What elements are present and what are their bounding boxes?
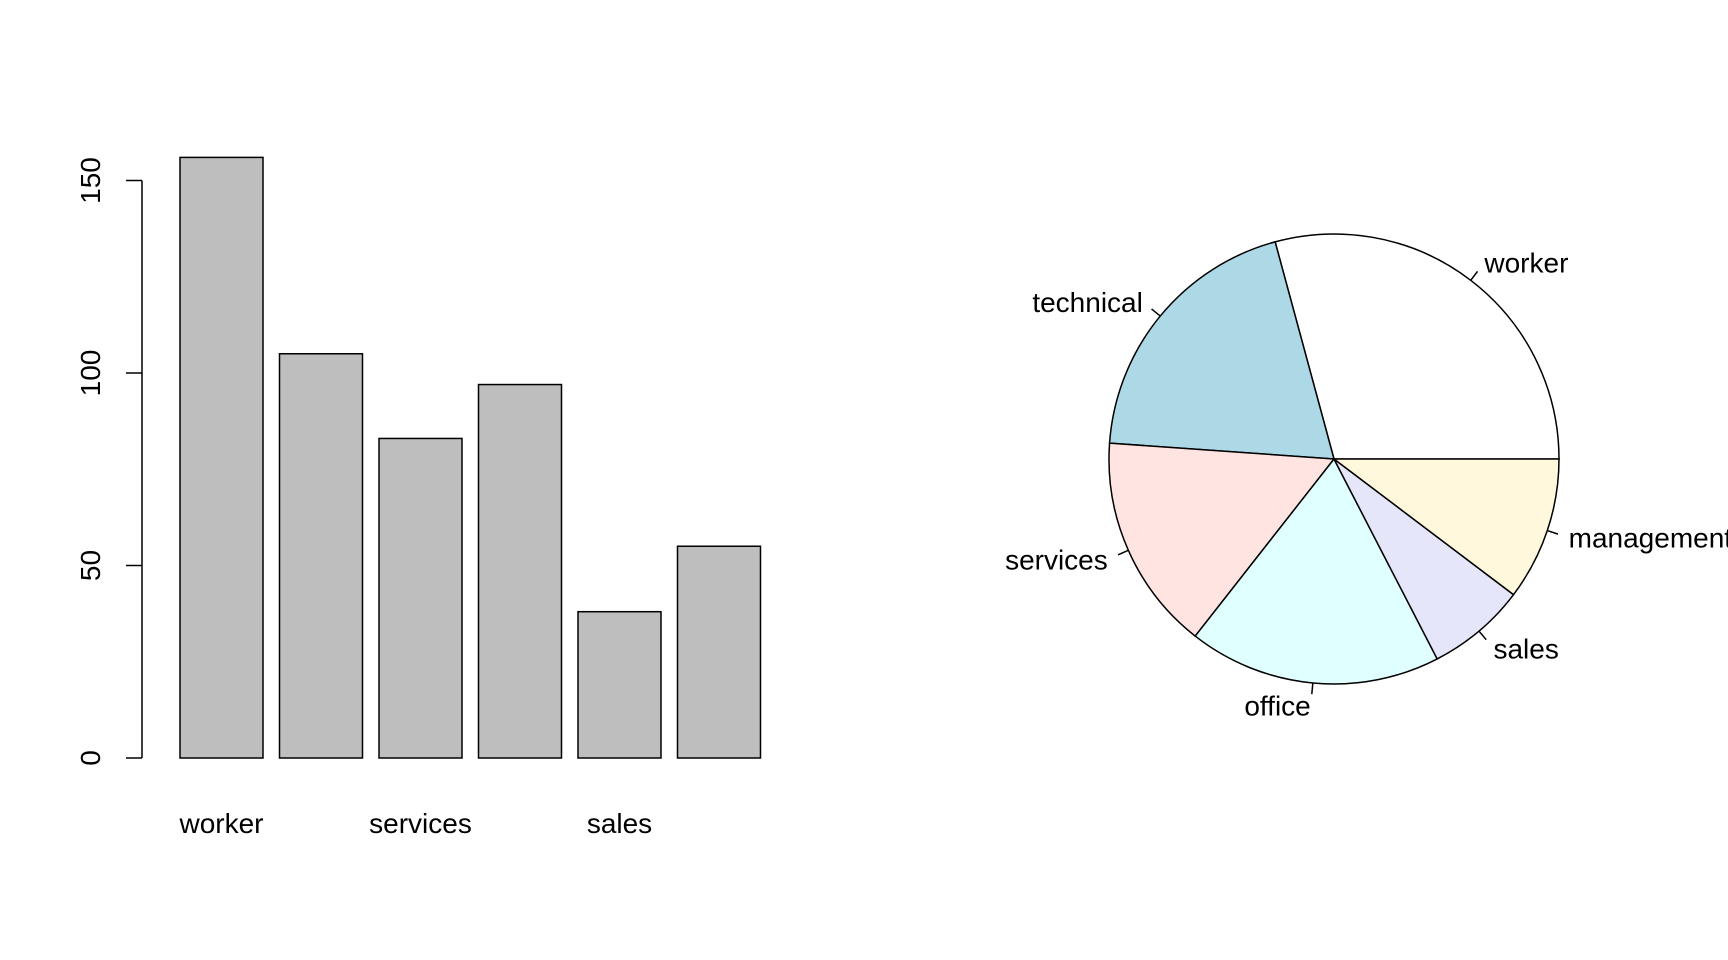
bar-sales	[577, 610, 662, 759]
pie-label-technical: technical	[1032, 287, 1143, 318]
pie-label-tick	[1151, 308, 1161, 317]
bar-office	[477, 383, 563, 759]
pie-label-tick	[1470, 270, 1479, 281]
bar-management	[676, 545, 762, 759]
x-axis-labels: worker services sales	[178, 808, 652, 839]
pie-slice-worker	[1274, 233, 1560, 460]
bar-technical	[278, 353, 364, 759]
pie-slice-office	[1194, 457, 1439, 685]
pie-label-sales: sales	[1493, 633, 1558, 664]
x-tick-label: services	[369, 808, 472, 839]
bar-services	[378, 437, 463, 759]
pie-label-worker: worker	[1483, 247, 1568, 278]
y-tick-label: 100	[75, 350, 106, 397]
x-tick-label: worker	[178, 808, 263, 839]
y-tick-label: 0	[75, 750, 106, 766]
y-tick-label: 150	[75, 157, 106, 204]
pie-labels: worker technical services office sales manage…	[1005, 247, 1728, 721]
pie-slice-services	[1108, 442, 1336, 638]
y-axis-ticks: 0 50 100 150	[75, 157, 142, 766]
bar-chart: 0 50 100 150 worker services sales	[75, 156, 762, 839]
pie-label-management: management	[1569, 523, 1728, 554]
y-tick-label: 50	[75, 550, 106, 581]
pie-label-tick	[1117, 549, 1129, 556]
pie-label-tick	[1311, 682, 1314, 695]
bar-worker	[179, 156, 264, 759]
pie-label-tick	[1478, 630, 1487, 641]
pie-label-ticks	[1117, 270, 1559, 695]
pie-label-services: services	[1005, 544, 1108, 575]
bars	[179, 156, 762, 759]
pie-slice-sales	[1333, 458, 1515, 660]
pie-slices	[1108, 233, 1560, 685]
pie-chart: worker technical services office sales manage…	[1005, 233, 1728, 721]
x-tick-label: sales	[587, 808, 652, 839]
pie-label-office: office	[1244, 690, 1310, 721]
pie-label-tick	[1547, 529, 1559, 535]
pie-slice-technical	[1108, 240, 1336, 460]
